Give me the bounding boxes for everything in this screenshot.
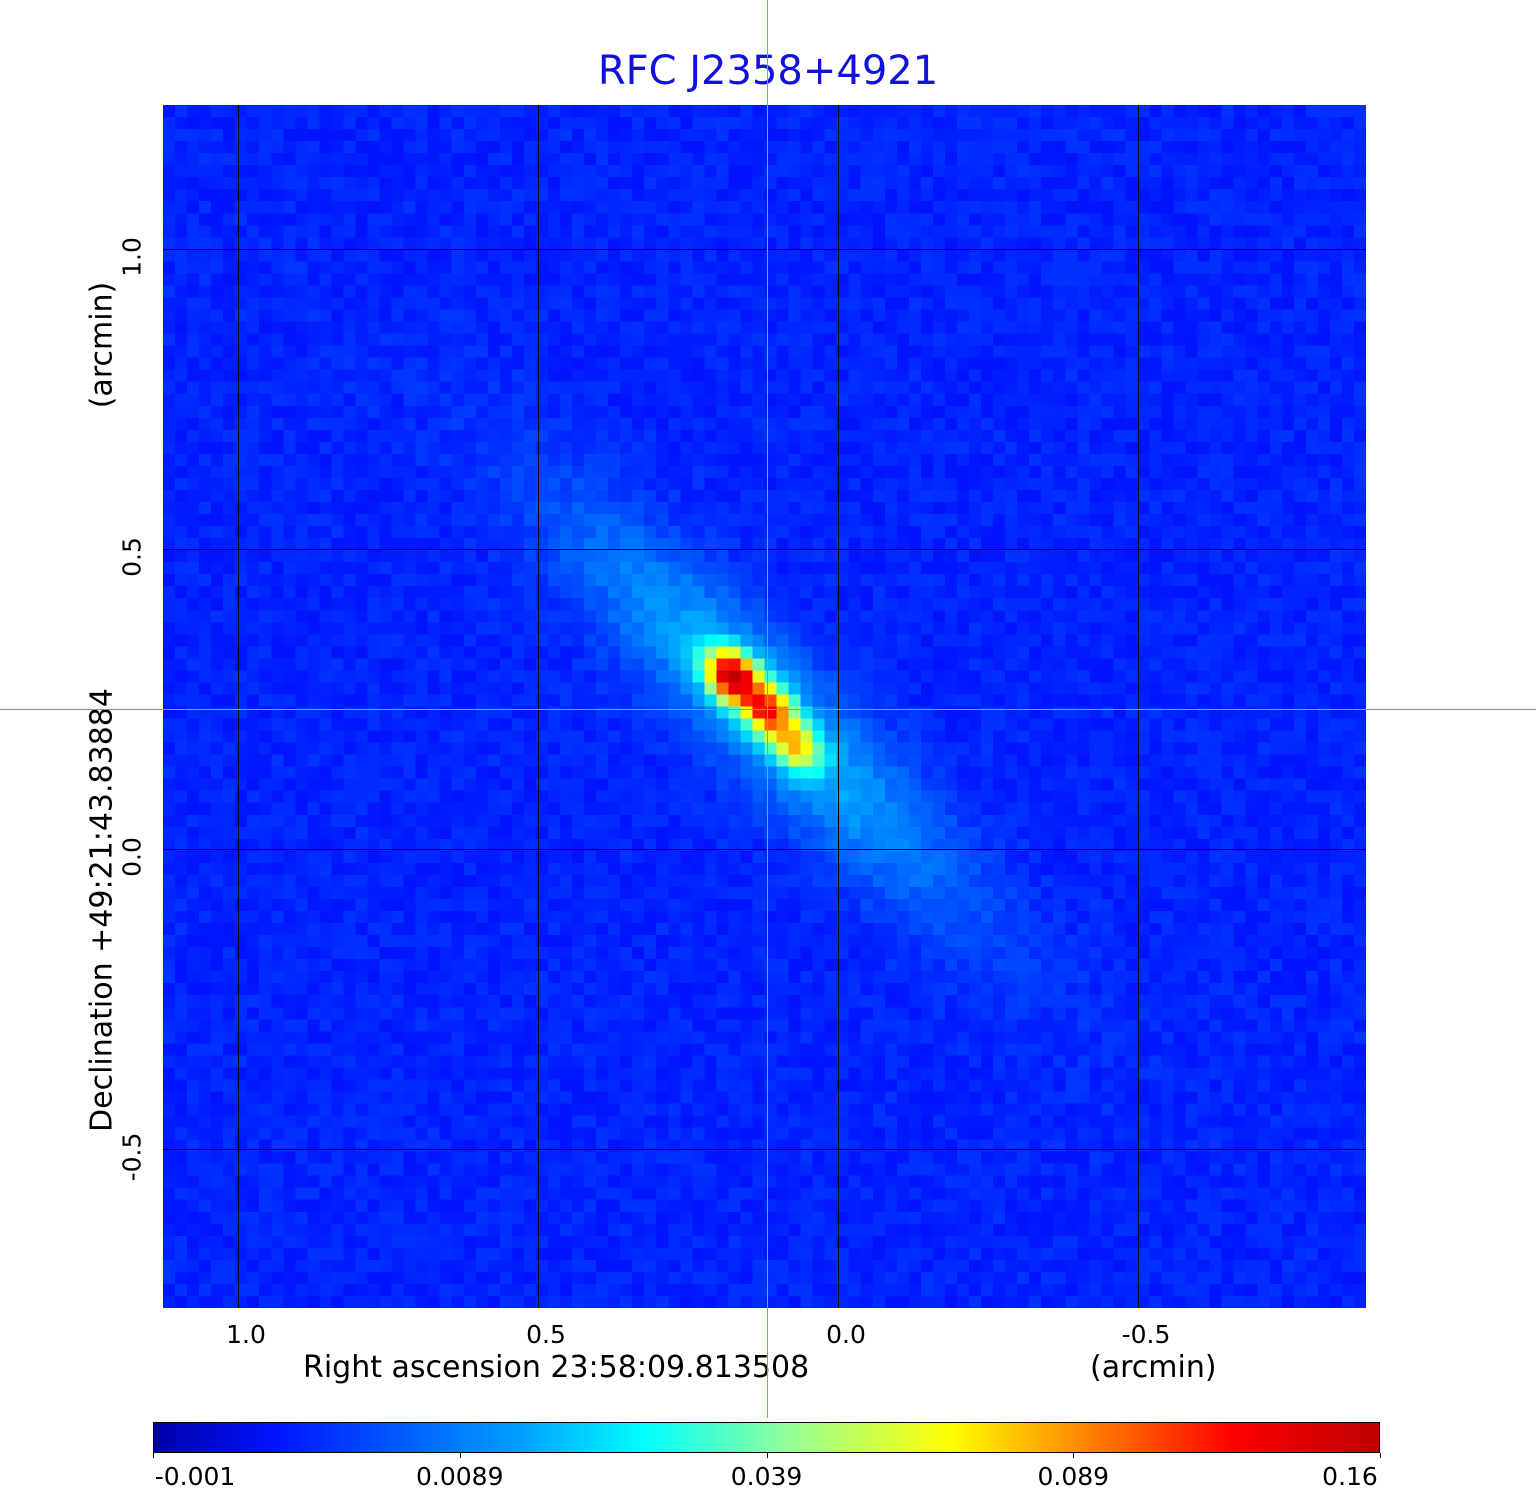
colorbar-tick-label: 0.0089 [416,1462,504,1491]
colorbar-tick-label: 0.039 [730,1462,803,1491]
colorbar-tick-mark [153,1453,154,1458]
chart-title: RFC J2358+4921 [597,48,939,94]
colorbar-tick-mark [1380,1453,1381,1458]
colorbar-tick-label: 0.16 [1322,1462,1378,1491]
colorbar-tick-mark [460,1453,461,1458]
y-tick-label: -0.5 [117,1132,147,1182]
colorbar-tick-label: -0.001 [154,1462,236,1491]
x-tick-label: -0.5 [1121,1320,1171,1349]
colorbar-tick-label: 0.089 [1037,1462,1110,1491]
y-tick-label: 1.0 [117,237,147,277]
x-gridline [838,105,839,1308]
x-tick-label: 1.0 [226,1320,266,1349]
x-tick-label: 0.0 [826,1320,866,1349]
y-gridline [163,849,1366,850]
y-gridline [163,249,1366,250]
y-gridline [163,549,1366,550]
x-axis-unit: (arcmin) [1090,1350,1217,1385]
crosshair-horizontal [0,709,1536,710]
colorbar [153,1422,1380,1453]
x-tick-label: 0.5 [526,1320,566,1349]
y-gridline [163,1149,1366,1150]
y-tick-label: 0.5 [117,537,147,577]
colorbar-tick-mark [1073,1453,1074,1458]
colorbar-tick-mark [767,1453,768,1458]
y-axis-unit: (arcmin) [84,281,120,409]
y-tick-label: 0.0 [117,837,147,877]
x-gridline [1138,105,1139,1308]
x-gridline [238,105,239,1308]
x-axis-label: Right ascension 23:58:09.813508 [303,1350,810,1385]
intensity-map [163,105,1366,1308]
y-axis-label: Declination +49:21:43.83884 [84,688,120,1132]
x-gridline [538,105,539,1308]
